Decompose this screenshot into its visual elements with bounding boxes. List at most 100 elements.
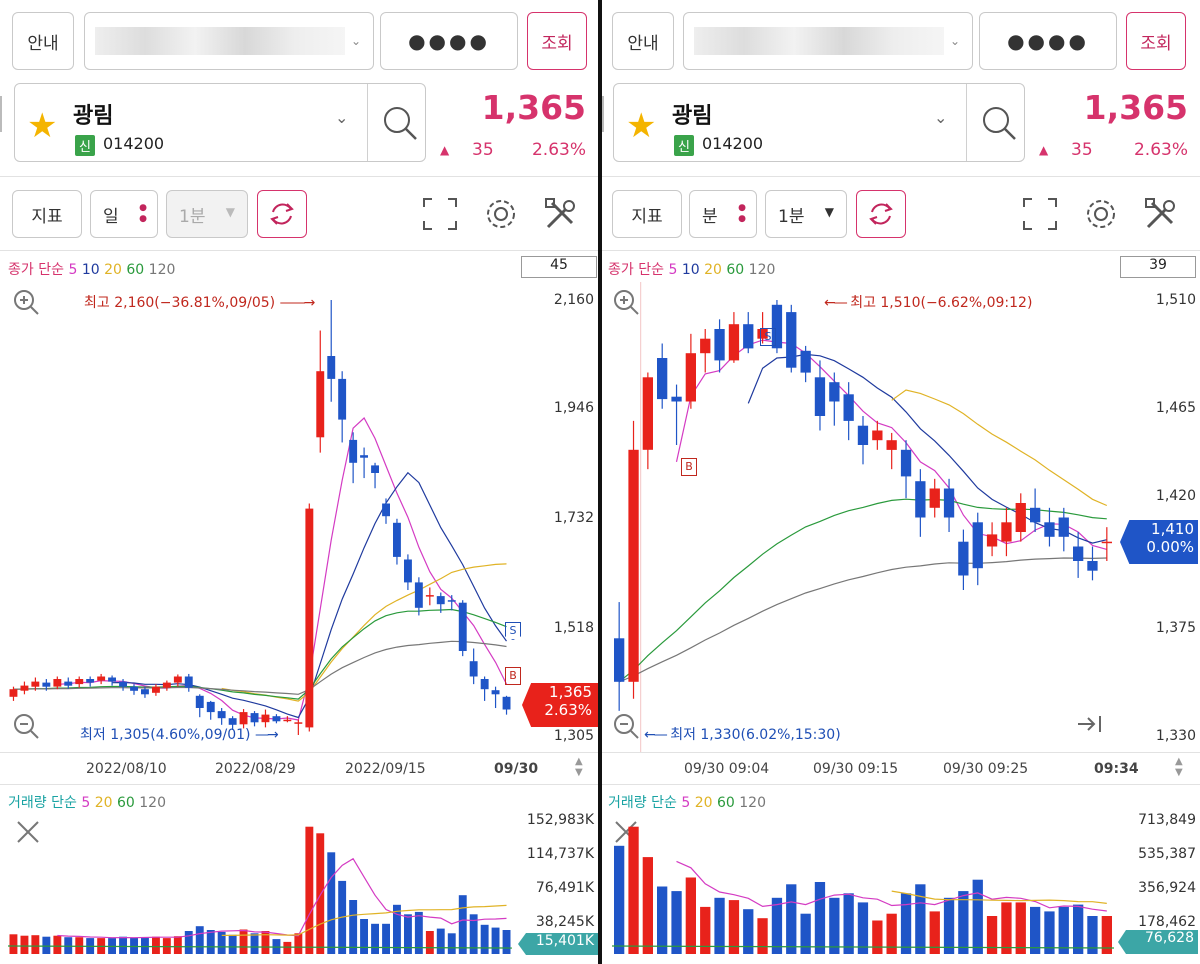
volume-bar (404, 914, 412, 954)
candle (1030, 488, 1041, 532)
guide-button[interactable]: 안내 (612, 12, 674, 70)
candle (371, 462, 379, 489)
password-field[interactable]: ●●●● (380, 12, 518, 70)
candle (757, 312, 768, 344)
period-select[interactable]: 분 ● ● (689, 190, 757, 238)
search-icon[interactable] (381, 104, 421, 144)
interval-label: 1분 (179, 206, 206, 227)
volume-tick: 38,245K (535, 914, 594, 930)
zoom-in-icon[interactable] (612, 288, 640, 316)
legend-ma5: 5 (68, 262, 78, 278)
star-favorite-icon[interactable]: ★ (27, 106, 58, 146)
candle (283, 716, 292, 723)
volume-bar (872, 920, 883, 954)
date-tick: 09/30 09:15 (813, 761, 899, 777)
candle (349, 432, 358, 484)
volume-legend: 거래량 단순 5 20 60 120 (8, 792, 166, 812)
volume-bar (714, 897, 725, 954)
chevron-down-icon: ⌄ (335, 108, 349, 127)
resize-updown-icon[interactable]: ▲ ▼ (575, 756, 583, 778)
query-label: 조회 (1140, 33, 1172, 54)
gear-icon[interactable] (482, 195, 520, 233)
volume-bar (986, 916, 998, 954)
volume-bar (75, 937, 84, 954)
candle (414, 577, 423, 616)
guide-button[interactable]: 안내 (12, 12, 74, 70)
query-button[interactable]: 조회 (527, 12, 587, 70)
search-icon[interactable] (980, 104, 1020, 144)
candle (20, 681, 29, 695)
vol-legend-ma60: 60 (116, 795, 135, 811)
candle (614, 602, 625, 711)
resize-updown-icon[interactable]: ▲ ▼ (1175, 756, 1183, 778)
password-field[interactable]: ●●●● (979, 12, 1117, 70)
indicator-label: 지표 (631, 206, 663, 227)
volume-chart[interactable] (602, 800, 1200, 964)
gear-icon[interactable] (1082, 195, 1120, 233)
password-dots: ●●●● (1007, 29, 1089, 53)
query-button[interactable]: 조회 (1126, 12, 1186, 70)
buy-signal-marker[interactable]: B (505, 667, 521, 685)
candle (261, 709, 270, 728)
close-icon[interactable] (14, 818, 42, 846)
kebab-icon: ● ● (738, 203, 746, 224)
candle (217, 708, 226, 725)
candle-count-box[interactable]: 39 (1120, 256, 1196, 278)
candle (152, 684, 160, 696)
indicator-button[interactable]: 지표 (12, 190, 82, 238)
price-change: 35 (472, 140, 494, 160)
star-favorite-icon[interactable]: ★ (626, 106, 657, 146)
candle (141, 686, 149, 698)
tools-icon[interactable] (542, 195, 580, 233)
new-listing-badge: 신 (75, 135, 95, 156)
low-annotation: 최저 1,305(4.60%,09/01) —→ (80, 727, 279, 743)
volume-bar (614, 845, 625, 954)
candle (986, 522, 998, 557)
zoom-out-icon[interactable] (12, 712, 40, 740)
divider (0, 784, 598, 785)
divider (966, 84, 967, 161)
drag-handle[interactable] (602, 96, 612, 132)
volume-tick: 535,387 (1138, 846, 1196, 862)
volume-tick: 152,983K (526, 812, 594, 828)
period-select[interactable]: 일 ● ● (90, 190, 158, 238)
refresh-button[interactable] (856, 190, 906, 238)
volume-bar (843, 893, 854, 954)
buy-signal-marker[interactable]: B (681, 458, 697, 476)
scroll-to-end-icon[interactable] (1074, 708, 1106, 740)
caret-down-icon: ▼ (824, 205, 834, 219)
price-chart[interactable] (602, 282, 1200, 752)
masked-account-number (95, 27, 345, 55)
candle (382, 498, 390, 524)
period-label: 일 (103, 206, 119, 227)
ma20-line (891, 389, 1108, 507)
ma60-line (13, 608, 507, 700)
tools-icon[interactable] (1142, 195, 1180, 233)
divider (602, 250, 1200, 251)
candle (184, 673, 193, 692)
account-select[interactable]: ⌄ (683, 12, 973, 70)
stock-selector[interactable]: ★ 광림 신 014200 ⌄ (14, 83, 426, 162)
sell-signal-marker[interactable]: S (760, 328, 776, 346)
refresh-button[interactable] (257, 190, 307, 238)
volume-chart[interactable] (0, 800, 598, 964)
high-annotation: 최고 2,160(−36.81%,09/05) ——→ (84, 295, 315, 311)
candle (502, 695, 511, 715)
vol-ma60-line (611, 945, 1115, 949)
price-chart[interactable] (0, 282, 598, 752)
fullscreen-icon[interactable] (421, 196, 459, 232)
indicator-button[interactable]: 지표 (612, 190, 682, 238)
account-select[interactable]: ⌄ (84, 12, 374, 70)
sell-signal-marker[interactable]: S (505, 622, 521, 640)
stock-selector[interactable]: ★ 광림 신 014200 ⌄ (613, 83, 1025, 162)
interval-select[interactable]: 1분 ▼ (765, 190, 847, 238)
fullscreen-icon[interactable] (1021, 196, 1059, 232)
up-triangle-icon: ▲ (440, 143, 450, 157)
zoom-in-icon[interactable] (12, 288, 40, 316)
candle (900, 440, 912, 499)
drag-handle[interactable] (0, 96, 10, 132)
candle-count-box[interactable]: 45 (521, 256, 597, 278)
zoom-out-icon[interactable] (612, 712, 640, 740)
volume-bar (228, 934, 237, 954)
volume-bar (1073, 904, 1084, 954)
